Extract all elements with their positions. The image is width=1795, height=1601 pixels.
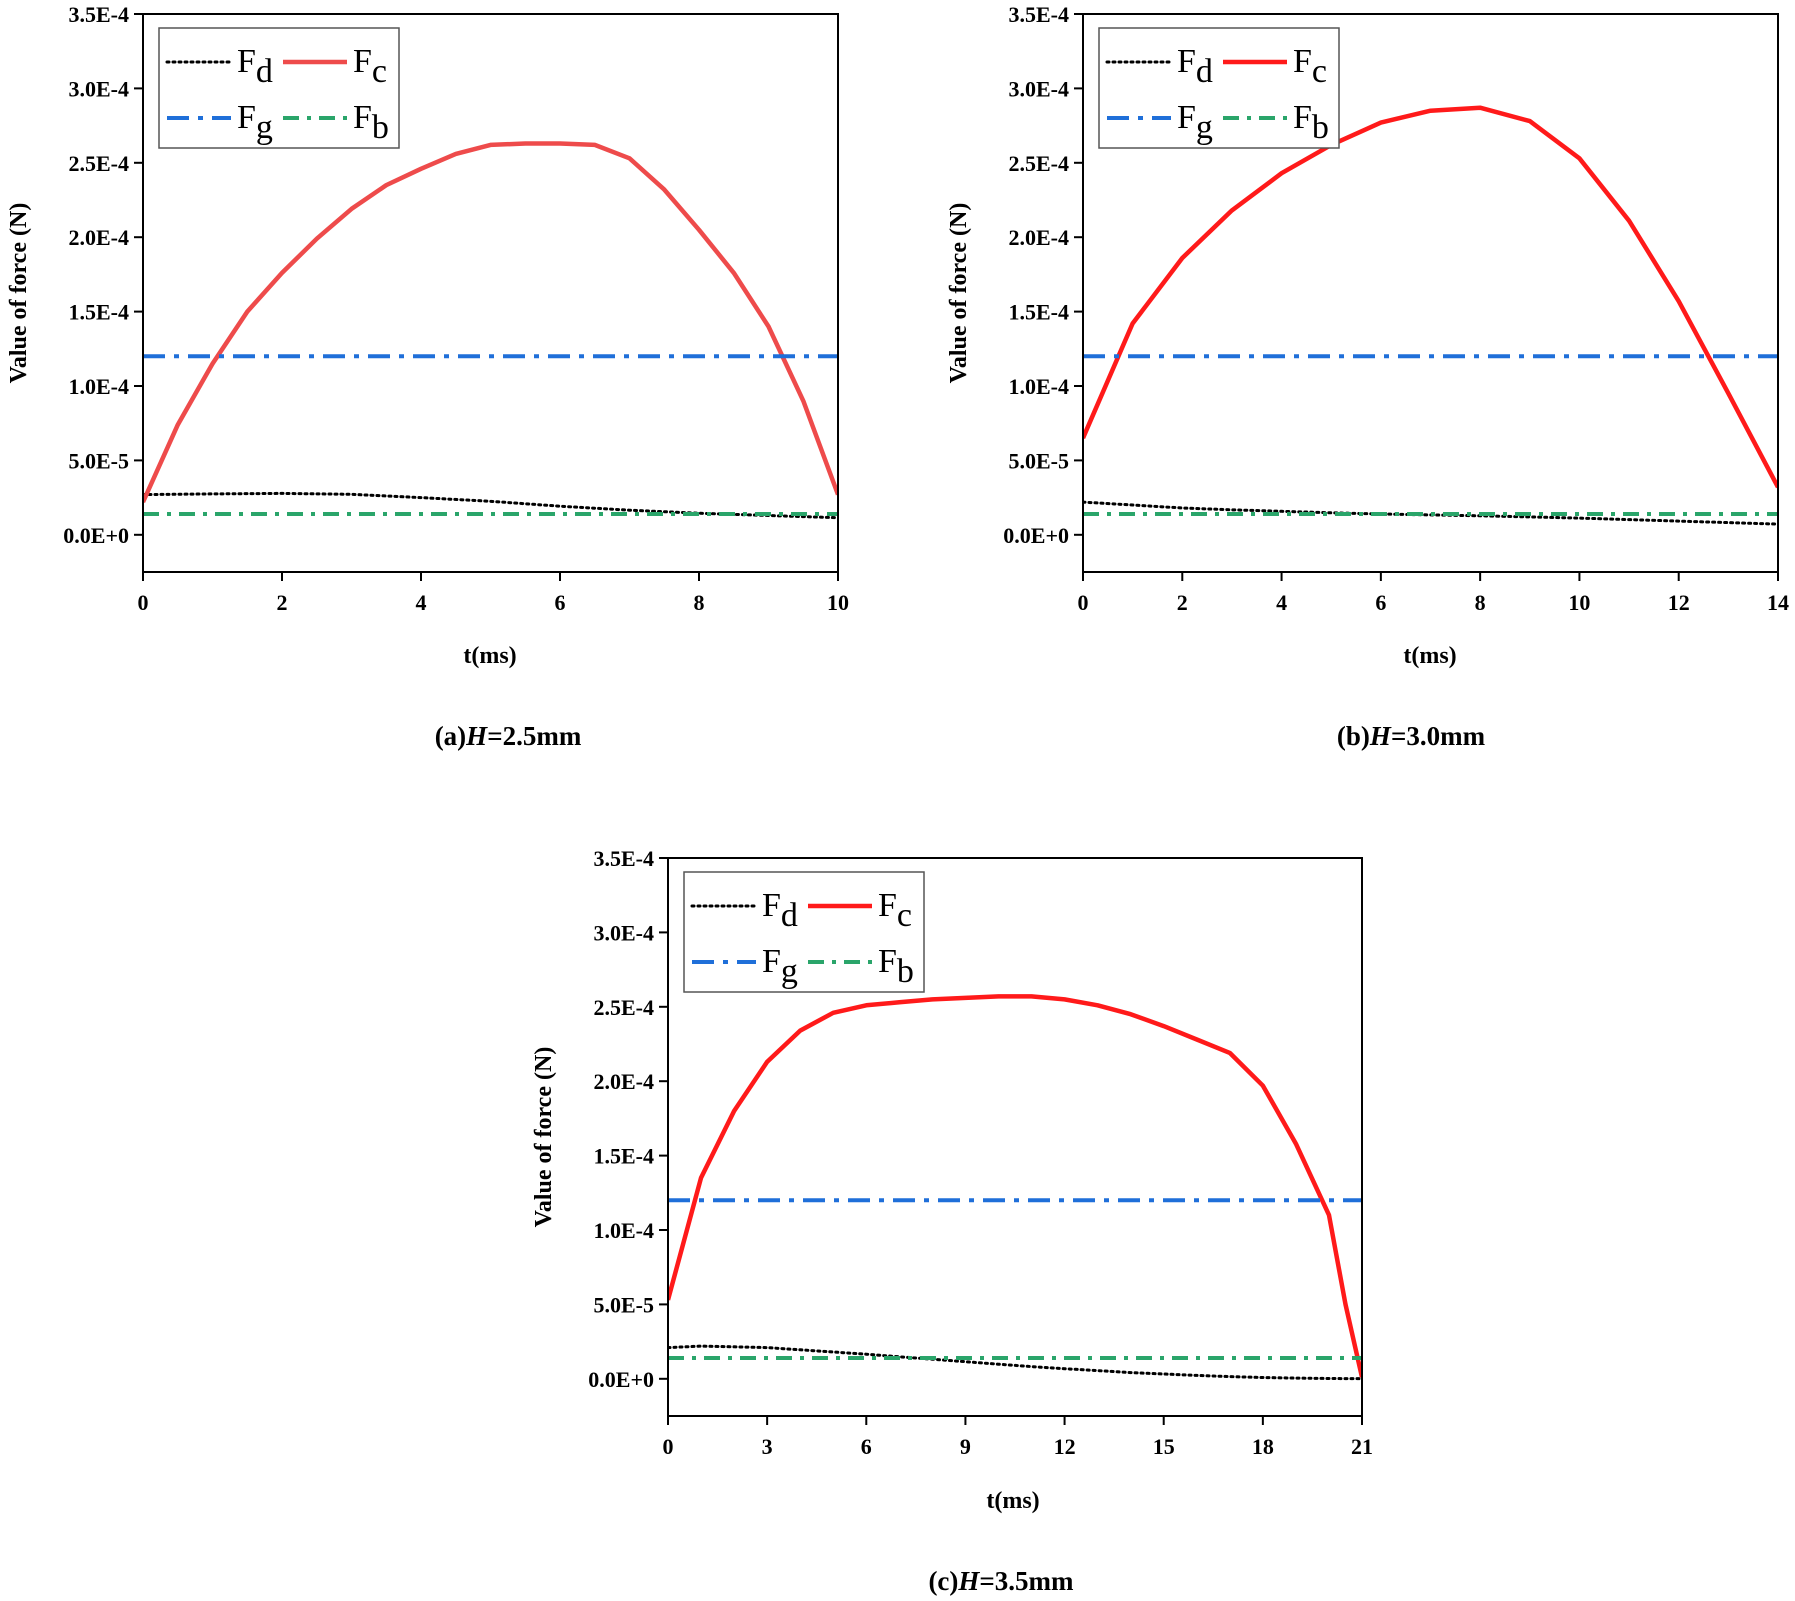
y-axis-title: Value of force (N) [6, 203, 32, 384]
legend-box [1098, 27, 1340, 149]
y-tick-label: 5.0E-5 [1009, 448, 1070, 473]
y-tick-label: 3.0E-4 [1009, 76, 1070, 101]
y-tick-label: 3.0E-4 [69, 76, 130, 101]
legend-label-fg: Fg [237, 99, 273, 146]
y-axis-title: Value of force (N) [531, 1047, 557, 1228]
x-tick-label: 0 [138, 590, 149, 615]
chart-panel-a: 0.0E+0 5.0E-5 1.0E-4 1.5E-4 2.0E-4 2.5E-4 3.0E… [6, 2, 849, 751]
chart-panel-c: 0.0E+0 5.0E-5 1.0E-4 1.5E-4 2.0E-4 2.5E-4 3.0E… [531, 846, 1373, 1596]
y-tick-label: 3.0E-4 [594, 920, 655, 945]
x-tick-label: 21 [1351, 1434, 1373, 1459]
panel-caption: (b)H=3.0mm [1337, 721, 1486, 751]
legend-label-fg: Fg [762, 943, 798, 990]
y-tick-label: 1.5E-4 [69, 300, 130, 325]
panel-caption: (a)H=2.5mm [435, 721, 582, 751]
x-axis-title: t(ms) [463, 643, 516, 669]
legend: Fd Fc Fg Fb [158, 27, 400, 149]
legend-label-fg: Fg [1177, 99, 1213, 146]
y-tick-label: 5.0E-5 [69, 448, 130, 473]
legend: Fd Fc Fg Fb [1098, 27, 1340, 149]
x-axis-title: t(ms) [1403, 643, 1456, 669]
legend: Fd Fc Fg Fb [683, 871, 925, 993]
panel-caption: (c)H=3.5mm [928, 1566, 1074, 1596]
legend-label-fd: Fd [1177, 43, 1213, 90]
plot-frame [667, 857, 1363, 1417]
x-tick-label: 8 [1475, 590, 1486, 615]
legend-box [683, 871, 925, 993]
legend-label-fb: Fb [353, 99, 389, 146]
y-tick-label: 0.0E+0 [588, 1367, 654, 1392]
x-tick-label: 2 [277, 590, 288, 615]
x-tick-label: 0 [1078, 590, 1089, 615]
x-tick-label: 6 [1375, 590, 1386, 615]
legend-label-fb: Fb [1293, 99, 1329, 146]
x-tick-label: 2 [1177, 590, 1188, 615]
y-tick-label: 2.5E-4 [69, 151, 130, 176]
series-line-fd [1083, 500, 1778, 526]
legend-box [158, 27, 400, 149]
plot-frame [142, 13, 839, 573]
legend-label-fc: Fc [1293, 43, 1327, 90]
y-tick-label: 2.0E-4 [69, 225, 130, 250]
series-line-fd [668, 1344, 1362, 1381]
x-tick-label: 6 [861, 1434, 872, 1459]
y-tick-label: 5.0E-5 [594, 1292, 655, 1317]
series-line-fc [143, 141, 838, 504]
y-tick-label: 1.0E-4 [594, 1218, 655, 1243]
x-tick-label: 18 [1252, 1434, 1274, 1459]
x-tick-label: 10 [827, 590, 849, 615]
x-tick-label: 6 [555, 590, 566, 615]
y-tick-label: 2.5E-4 [1009, 151, 1070, 176]
y-tick-label: 2.5E-4 [594, 995, 655, 1020]
x-tick-label: 15 [1153, 1434, 1175, 1459]
x-tick-label: 8 [694, 590, 705, 615]
x-tick-label: 4 [1276, 590, 1287, 615]
y-tick-label: 2.0E-4 [594, 1069, 655, 1094]
y-tick-label: 1.5E-4 [1009, 300, 1070, 325]
y-tick-label: 1.0E-4 [1009, 374, 1070, 399]
y-axis-title: Value of force (N) [946, 203, 972, 384]
legend-label-fd: Fd [762, 887, 798, 934]
y-tick-label: 1.5E-4 [594, 1144, 655, 1169]
x-axis-title: t(ms) [986, 1488, 1039, 1514]
x-tick-label: 3 [762, 1434, 773, 1459]
x-tick-label: 12 [1668, 590, 1690, 615]
series-line-fc [1083, 105, 1778, 489]
legend-label-fd: Fd [237, 43, 273, 90]
x-tick-label: 14 [1767, 590, 1789, 615]
x-tick-label: 9 [960, 1434, 971, 1459]
plot-frame [1082, 13, 1779, 573]
legend-label-fb: Fb [878, 943, 914, 990]
y-tick-label: 3.5E-4 [594, 846, 655, 871]
x-tick-label: 12 [1054, 1434, 1076, 1459]
y-tick-label: 3.5E-4 [1009, 2, 1070, 27]
y-tick-label: 1.0E-4 [69, 374, 130, 399]
y-tick-label: 2.0E-4 [1009, 225, 1070, 250]
series-line-fd [143, 491, 838, 520]
legend-label-fc: Fc [878, 887, 912, 934]
x-tick-label: 10 [1568, 590, 1590, 615]
y-tick-label: 0.0E+0 [63, 523, 129, 548]
y-tick-label: 3.5E-4 [69, 2, 130, 27]
chart-panel-b: 0.0E+0 5.0E-5 1.0E-4 1.5E-4 2.0E-4 2.5E-4 3.0E… [946, 2, 1789, 751]
series-line-fc [668, 994, 1362, 1378]
x-tick-label: 0 [663, 1434, 674, 1459]
y-tick-label: 0.0E+0 [1003, 523, 1069, 548]
legend-label-fc: Fc [353, 43, 387, 90]
x-tick-label: 4 [416, 590, 427, 615]
